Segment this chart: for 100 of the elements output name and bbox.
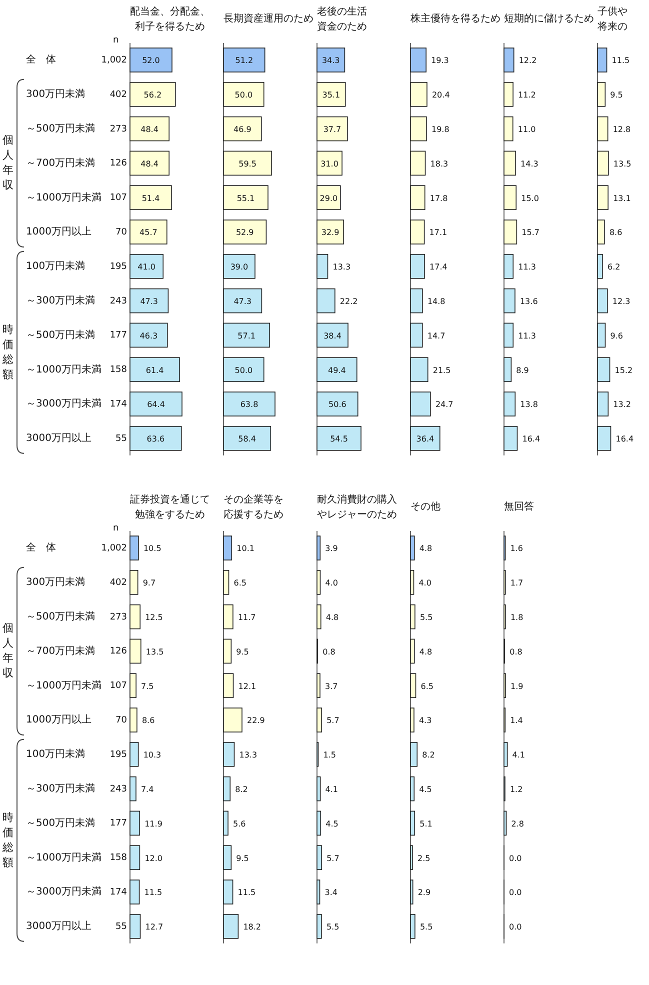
data-label: 13.3 — [332, 262, 351, 272]
data-label: 21.5 — [432, 366, 451, 375]
data-label: 1.5 — [323, 750, 336, 760]
data-label: 6.5 — [420, 682, 434, 691]
data-label: 12.7 — [145, 922, 164, 932]
data-label: 5.6 — [233, 819, 246, 828]
data-label: 14.3 — [520, 159, 538, 168]
data-label: 24.7 — [435, 400, 454, 410]
data-label: 11.5 — [238, 888, 256, 898]
data-label: 11.2 — [518, 90, 536, 100]
data-label: 0.0 — [509, 922, 522, 932]
text: 107 — [110, 681, 127, 692]
y-tick-label: ～500万円未満 — [26, 122, 96, 135]
text: 402 — [110, 90, 127, 100]
data-label: 8.2 — [235, 784, 248, 794]
y-tick-label: ～1000万円未満 — [26, 851, 102, 864]
text: 耐久消費財の購入やレジャーのため — [317, 494, 397, 521]
y-tick-label: 100万円未満 — [26, 260, 86, 272]
y-tick-label: ～1000万円未満 — [26, 363, 102, 376]
data-label: 4.1 — [512, 750, 526, 760]
text: 55 — [116, 922, 127, 932]
data-label: 4.0 — [418, 578, 432, 588]
data-label: 13.5 — [146, 647, 164, 656]
data-label: 5.5 — [420, 612, 433, 622]
data-label: 5.7 — [326, 854, 340, 863]
chart-title: その他 — [410, 500, 440, 513]
data-label: 5.5 — [326, 922, 340, 932]
y-tick-label: 300万円未満 — [26, 88, 86, 100]
data-label: 1.8 — [510, 612, 524, 622]
data-label: 15.7 — [522, 228, 540, 238]
y-tick-label: ～300万円未満 — [26, 782, 96, 795]
y-tick-label: 1000万円以上 — [26, 714, 92, 726]
data-label: 9.7 — [142, 578, 156, 588]
data-label: 3.4 — [324, 888, 338, 898]
data-label: 10.1 — [236, 544, 254, 554]
data-label: 3.9 — [325, 544, 338, 554]
data-label: 4.8 — [419, 544, 432, 554]
y-tick-label: ～1000万円未満 — [26, 191, 102, 204]
y-tick-label: 全 体 — [26, 54, 56, 66]
data-label: 34.3 — [322, 56, 340, 66]
y-tick-label: ～3000万円未満 — [26, 398, 102, 410]
data-label: 9.5 — [236, 647, 249, 656]
y-tick-label: 3000万円以上 — [26, 920, 92, 932]
data-label: 57.1 — [238, 331, 256, 340]
data-label: 19.3 — [431, 56, 449, 66]
data-label: 12.8 — [612, 124, 631, 134]
data-label: 20.4 — [432, 90, 450, 100]
data-label: 4.0 — [325, 578, 338, 588]
data-label: 0.8 — [322, 647, 336, 656]
text: 158 — [110, 853, 128, 864]
data-label: 55.1 — [236, 194, 255, 203]
text: 243 — [110, 296, 127, 306]
data-label: 19.8 — [431, 124, 450, 134]
data-label: 59.5 — [238, 159, 256, 168]
text: 70 — [116, 715, 128, 726]
data-label: 51.4 — [142, 194, 160, 203]
data-label: 22.2 — [340, 296, 358, 306]
data-label: 4.5 — [326, 819, 338, 828]
data-label: 50.6 — [328, 400, 346, 410]
y-tick-label: ～3000万円未満 — [26, 886, 102, 898]
data-label: 9.6 — [610, 331, 623, 340]
text: 個人年収 — [2, 622, 14, 680]
data-label: 15.2 — [614, 366, 633, 375]
data-label: 13.8 — [520, 400, 538, 410]
text: 177 — [110, 330, 127, 341]
data-label: 49.4 — [328, 366, 346, 375]
data-label: 18.3 — [430, 159, 448, 168]
data-label: 58.4 — [238, 434, 256, 444]
data-label: 4.8 — [419, 647, 432, 656]
text: 177 — [110, 818, 127, 829]
text: 時価総額 — [2, 322, 14, 381]
y-tick-label: ～300万円未満 — [26, 294, 96, 307]
y-tick-label: 300万円未満 — [26, 576, 86, 588]
data-label: 11.7 — [238, 612, 256, 622]
text: 短期的に儲けるため — [504, 12, 594, 25]
data-label: 6.2 — [608, 262, 620, 272]
data-label: 8.6 — [609, 228, 622, 238]
data-label: 8.6 — [142, 716, 155, 726]
data-label: 1.6 — [510, 544, 524, 554]
data-label: 47.3 — [140, 296, 158, 306]
data-label: 56.2 — [144, 90, 162, 100]
data-label: 4.3 — [418, 716, 432, 726]
data-label: 52.9 — [236, 228, 254, 238]
data-label: 63.8 — [240, 400, 258, 410]
text: 107 — [110, 193, 127, 204]
text: n — [113, 523, 119, 534]
y-tick-label: ～700万円未満 — [26, 156, 96, 169]
data-label: 0.0 — [509, 854, 522, 863]
data-label: 2.8 — [511, 819, 524, 828]
y-tick-label: ～500万円未満 — [26, 816, 96, 829]
y-tick-label: ～700万円未満 — [26, 644, 96, 657]
data-label: 48.4 — [140, 159, 158, 168]
data-label: 14.8 — [427, 296, 446, 306]
data-label: 13.1 — [613, 194, 631, 203]
data-label: 8.9 — [516, 366, 529, 375]
y-tick-label: 全 体 — [26, 542, 56, 554]
text: 個人年収 — [2, 134, 14, 192]
text: 時価総額 — [2, 810, 14, 869]
data-label: 16.4 — [522, 434, 540, 444]
text: 70 — [116, 227, 128, 238]
